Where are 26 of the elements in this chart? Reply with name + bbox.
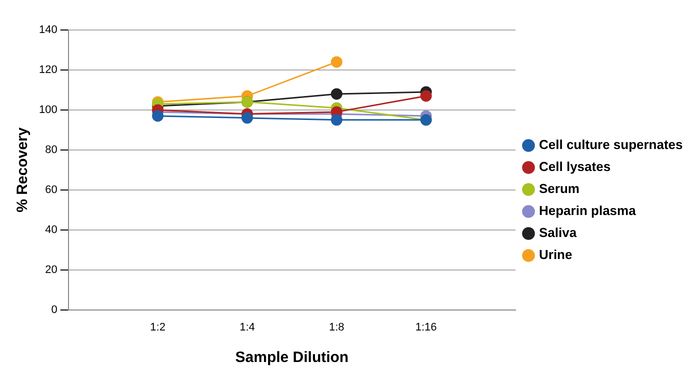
- x-tick-label: 1:16: [415, 321, 437, 334]
- legend-label: Cell culture supernates: [539, 137, 683, 152]
- y-tick-label: 60: [45, 184, 58, 196]
- point: [330, 56, 342, 68]
- point: [420, 90, 432, 102]
- y-tick-label: 20: [45, 264, 58, 276]
- y-tick-label: 40: [45, 224, 58, 236]
- legend-label: Cell lysates: [539, 159, 611, 174]
- legend-label: Serum: [539, 181, 580, 196]
- point: [330, 88, 342, 100]
- y-tick-label: 80: [45, 144, 58, 156]
- x-axis-title: Sample Dilution: [235, 349, 349, 366]
- x-tick-label: 1:2: [150, 321, 166, 334]
- y-tick-label: 100: [38, 104, 58, 116]
- y-tick-label: 120: [38, 64, 58, 76]
- point: [330, 114, 342, 126]
- point: [241, 112, 253, 124]
- y-tick-label: 140: [38, 24, 58, 36]
- point: [152, 110, 164, 122]
- x-tick-label: 1:4: [240, 321, 255, 334]
- legend-label: Heparin plasma: [539, 203, 637, 218]
- y-axis-title: % Recovery: [14, 126, 32, 212]
- x-tick-label: 1:8: [328, 321, 344, 334]
- legend-label: Saliva: [539, 225, 578, 240]
- y-tick-label: 0: [51, 304, 58, 316]
- legend-label: Urine: [539, 247, 572, 262]
